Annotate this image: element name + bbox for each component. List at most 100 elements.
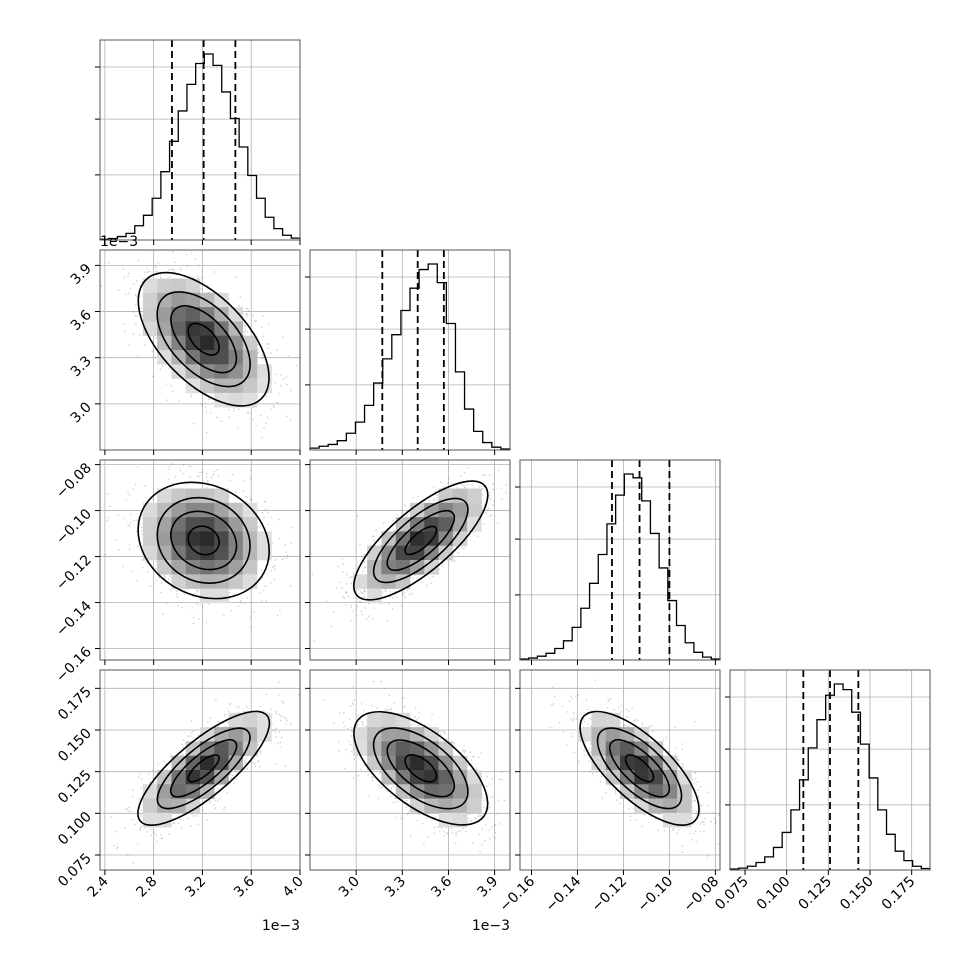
density-cell <box>185 755 201 771</box>
density-cell <box>228 574 244 589</box>
density-cell <box>438 812 454 828</box>
density-cell <box>142 812 158 828</box>
density-cell <box>410 531 425 547</box>
axes-frame <box>99 39 301 241</box>
density-cell <box>242 560 258 575</box>
x-tick-label-p1: 3.3 <box>382 874 409 901</box>
y-tick-label-p2: −0.12 <box>53 552 95 594</box>
x-tick-label-p2: −0.16 <box>497 873 539 915</box>
density-cell <box>157 812 172 828</box>
density-cell <box>395 531 411 547</box>
contour-1.5sigma <box>596 727 683 810</box>
hist-panel-p1 <box>305 249 511 451</box>
x-tick-label-p0: 2.4 <box>85 873 112 900</box>
x-tick-label-p3: 0.125 <box>795 874 835 914</box>
density-cell <box>605 741 621 757</box>
density-cell <box>157 307 172 322</box>
density-cell <box>157 488 172 504</box>
y-tick-label-p1: 3.3 <box>68 353 95 380</box>
density-cell <box>452 517 468 532</box>
density-cell <box>142 798 158 814</box>
contour-1sigma <box>170 305 238 374</box>
density-cell <box>395 574 411 589</box>
hist-panel-p2 <box>515 459 721 661</box>
density-panel-p2-p3 <box>519 669 721 871</box>
x-tick-label-p1: 3.9 <box>474 874 501 901</box>
density-cell <box>142 531 158 547</box>
histogram-p1 <box>309 263 511 450</box>
histogram-p3 <box>729 683 931 870</box>
contour-1.5sigma <box>156 291 251 388</box>
density-cell <box>634 770 649 785</box>
density-cell <box>157 545 172 561</box>
density-cell <box>381 741 397 757</box>
density-cell <box>424 755 439 771</box>
density-cell <box>157 531 172 547</box>
density-cell <box>228 517 244 532</box>
density-cell <box>171 502 187 518</box>
contour-1.5sigma <box>372 727 469 810</box>
contour-0.5sigma <box>187 754 220 783</box>
contour-2sigma <box>137 710 271 827</box>
density-cell <box>381 712 397 728</box>
x-tick-label-p2: −0.10 <box>635 874 677 916</box>
density-cell <box>214 755 229 771</box>
density-cell <box>257 545 272 561</box>
density-cell <box>214 307 229 322</box>
density-cell <box>395 712 411 728</box>
density-cell <box>171 350 187 365</box>
density-cell <box>677 770 692 785</box>
density-cell <box>171 784 187 799</box>
hist-panel-p0 <box>95 39 301 241</box>
axes-frame <box>99 459 301 661</box>
density-cell <box>620 741 635 757</box>
x-tick-label-p2: −0.08 <box>681 874 723 916</box>
x-tick-label-p2: −0.14 <box>543 873 585 915</box>
density-cell <box>185 502 201 518</box>
density-cell <box>157 770 172 785</box>
density-cell <box>452 755 468 771</box>
density-cell <box>200 364 215 379</box>
density-cell <box>410 784 425 799</box>
x-tick-label-p3: 0.075 <box>712 874 752 914</box>
density-cell <box>228 364 244 379</box>
scatter-points <box>104 463 293 628</box>
density-cell <box>381 531 397 547</box>
y-offset-label-p1: 1e−3 <box>100 234 138 250</box>
density-cell <box>214 292 229 308</box>
density-cell <box>228 335 244 351</box>
density-cell <box>605 770 621 785</box>
density-cell <box>214 335 229 351</box>
density-cell <box>214 741 229 757</box>
density-cell <box>185 574 201 589</box>
density-cell <box>367 574 382 589</box>
density-cell <box>395 560 411 575</box>
density-cell <box>200 502 215 518</box>
y-tick-label-p1: 3.9 <box>68 261 95 288</box>
contour-0.5sigma <box>624 754 655 783</box>
y-tick-label-p1: 3.6 <box>68 307 95 334</box>
density-cell <box>677 798 692 814</box>
contour-1.5sigma <box>156 727 251 810</box>
density-cell <box>185 307 201 322</box>
density-cell <box>438 517 454 532</box>
density-cell <box>467 770 482 785</box>
density-cell <box>424 727 439 742</box>
density-panel-p0-p3 <box>99 669 301 871</box>
density-cell <box>200 350 215 365</box>
x-offset-label-p1: 1e−3 <box>472 918 510 934</box>
contour-2sigma <box>353 710 489 826</box>
density-cell <box>157 502 172 518</box>
x-tick-label-p3: 0.175 <box>879 874 919 914</box>
density-cell <box>381 727 397 742</box>
density-cell <box>228 307 244 322</box>
density-cell <box>142 292 158 308</box>
density-cell <box>438 741 454 757</box>
density-cell <box>438 798 454 814</box>
density-cell <box>242 712 258 728</box>
axes-frame <box>99 669 301 871</box>
histogram-p0 <box>99 53 301 240</box>
density-cell <box>200 588 215 604</box>
density-cell <box>228 712 244 728</box>
